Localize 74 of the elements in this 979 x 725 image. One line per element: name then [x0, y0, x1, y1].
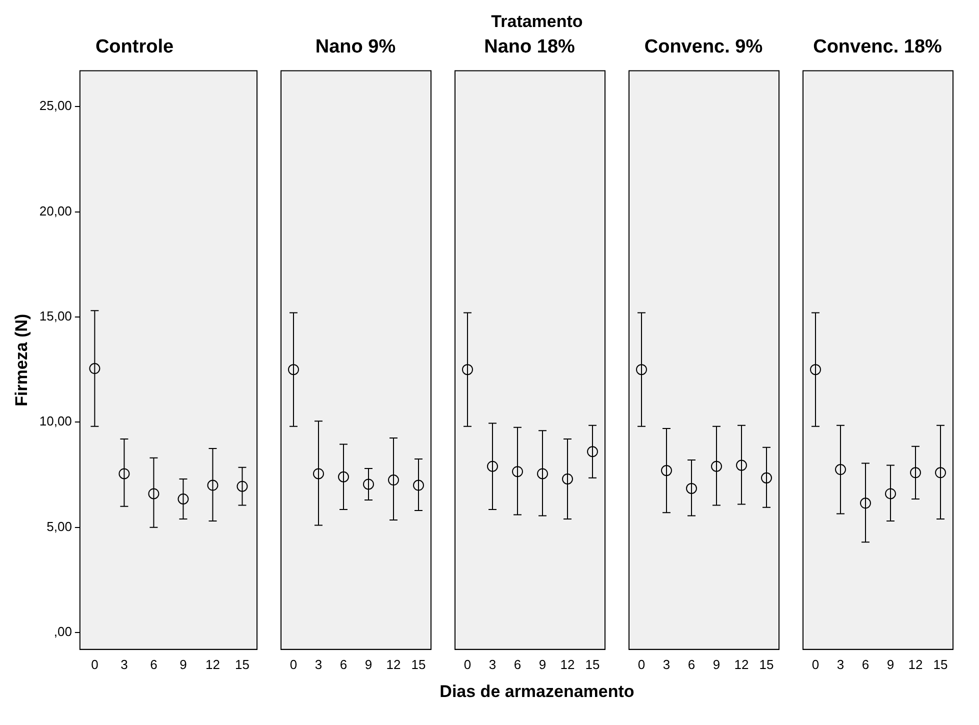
x-tick-label: 12 — [908, 656, 923, 672]
y-tick-label: 20,00 — [39, 203, 72, 218]
x-tick-label: 9 — [538, 656, 546, 672]
x-tick-label: 0 — [638, 656, 646, 672]
point — [462, 364, 473, 376]
x-tick-label: 12 — [734, 656, 749, 672]
y-axis-title: Firmeza (N) — [12, 314, 31, 406]
x-tick-label: 9 — [712, 656, 720, 672]
x-tick-label: 0 — [464, 656, 472, 672]
point — [413, 480, 424, 491]
x-tick-label: 15 — [411, 656, 426, 672]
point — [178, 493, 189, 504]
point — [118, 468, 130, 480]
x-axis-title: Dias de armazenamento — [438, 682, 636, 702]
x-tick-label: 0 — [290, 656, 298, 672]
point — [338, 471, 349, 482]
point — [388, 474, 399, 486]
chart-title: Nano 18% — [484, 36, 576, 58]
chart-title: Controle — [95, 36, 174, 58]
point — [512, 466, 523, 478]
point — [910, 467, 921, 478]
point — [207, 480, 218, 491]
y-tick-label: 15,00 — [39, 308, 72, 324]
x-tick-label: 3 — [488, 656, 496, 672]
x-tick-label: 15 — [759, 656, 774, 672]
x-tick-label: 6 — [862, 656, 870, 672]
x-tick-label: 12 — [206, 656, 220, 672]
x-tick-label: 12 — [386, 656, 401, 672]
x-tick-label: 12 — [560, 656, 575, 672]
point — [89, 363, 100, 374]
chart-title: Convenc. 18% — [813, 36, 942, 58]
point — [885, 488, 896, 500]
y-tick-label: 10,00 — [39, 414, 72, 429]
x-tick-label: 0 — [812, 656, 820, 672]
text: Tratamento — [491, 12, 583, 32]
point — [761, 472, 772, 484]
chart-title: Nano 9% — [315, 36, 396, 58]
x-tick-label: 3 — [662, 656, 670, 672]
point — [363, 478, 374, 490]
x-tick-label: 6 — [150, 656, 158, 672]
x-tick-label: 9 — [364, 656, 372, 672]
y-tick-label: 25,00 — [39, 98, 72, 114]
point — [537, 468, 548, 480]
point — [835, 464, 846, 476]
x-tick-label: 3 — [314, 656, 322, 672]
point — [313, 468, 324, 480]
point — [686, 482, 697, 494]
x-tick-label: 15 — [235, 656, 250, 672]
point — [935, 467, 946, 478]
x-tick-label: 15 — [585, 656, 600, 672]
point — [487, 460, 498, 472]
point — [562, 473, 573, 484]
point — [810, 364, 821, 376]
point — [661, 465, 672, 476]
point — [860, 498, 871, 509]
x-tick-label: 9 — [886, 656, 894, 672]
x-tick-label: 9 — [180, 656, 187, 672]
y-tick-label: 5,00 — [46, 518, 72, 534]
chart-title: Convenc. 9% — [644, 36, 763, 58]
y-tick-label: ,00 — [54, 624, 72, 640]
x-tick-label: 3 — [836, 656, 844, 672]
point — [148, 488, 160, 500]
point — [736, 460, 747, 471]
point — [236, 480, 248, 492]
point — [636, 364, 647, 376]
x-tick-label: 0 — [91, 656, 98, 672]
x-tick-label: 15 — [933, 656, 948, 672]
point — [288, 364, 299, 376]
x-tick-label: 6 — [340, 656, 348, 672]
x-tick-label: 3 — [120, 656, 128, 672]
x-tick-label: 6 — [514, 656, 522, 672]
x-tick-label: 6 — [688, 656, 696, 672]
point — [587, 446, 598, 458]
point — [711, 460, 722, 472]
